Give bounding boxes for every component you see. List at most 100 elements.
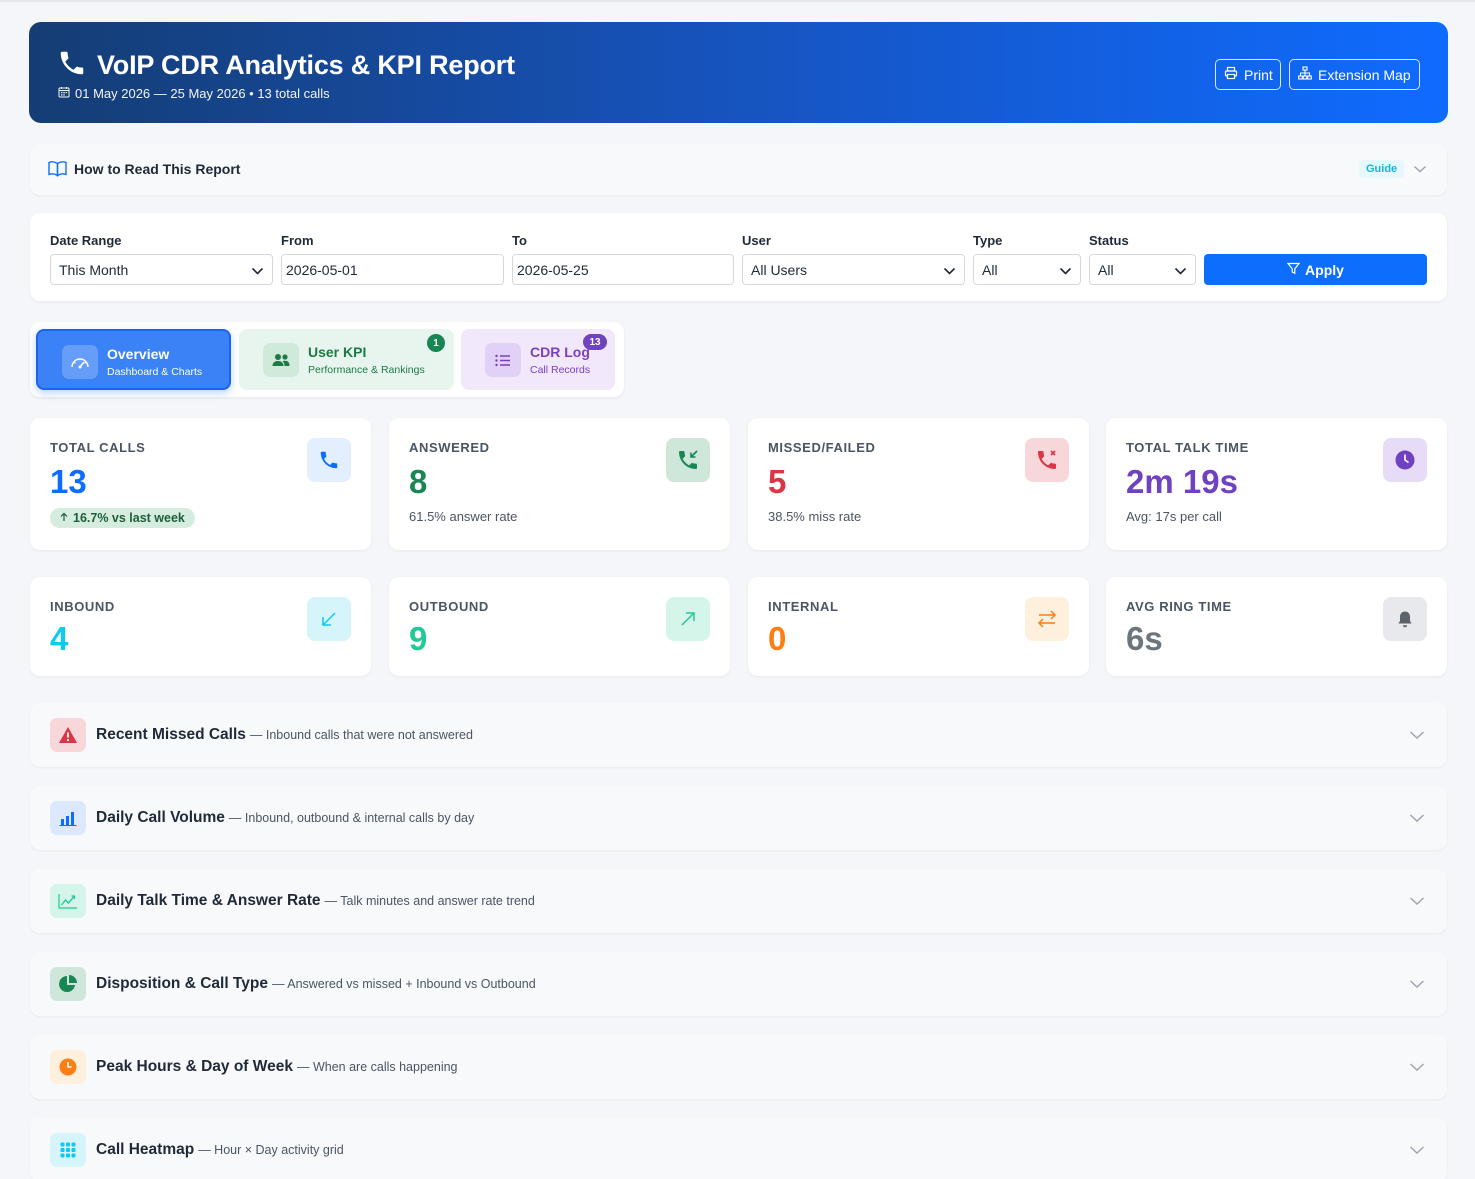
phone-incoming-icon: [666, 438, 710, 482]
chevron-down-icon: [943, 262, 956, 278]
bar-chart-icon: [50, 801, 86, 835]
kpi-card-missed: MISSED/FAILED 5 38.5% miss rate: [748, 418, 1089, 550]
view-tabs: Overview Dashboard & Charts User KPI Per…: [30, 322, 624, 397]
arrow-down-left-icon: [307, 597, 351, 641]
tab-overview-title: Overview: [107, 346, 170, 362]
chevron-down-icon: [1409, 893, 1425, 911]
to-date-value: 2026-05-25: [517, 261, 589, 278]
kpi-value: 5: [768, 463, 787, 500]
section-desc: — Inbound, outbound & internal calls by …: [228, 811, 475, 825]
trend-badge: 16.7% vs last week: [50, 508, 195, 528]
date-range-value: This Month: [59, 261, 129, 278]
print-label: Print: [1244, 66, 1273, 83]
tab-user-kpi-badge: 1: [427, 334, 445, 352]
section-title: Daily Talk Time & Answer Rate: [96, 892, 321, 909]
bell-icon: [1383, 597, 1427, 641]
kpi-value: 6s: [1126, 620, 1163, 657]
chevron-down-icon: [1409, 727, 1425, 745]
status-value: All: [1098, 261, 1114, 278]
section-desc: — Talk minutes and answer rate trend: [324, 894, 535, 908]
phone-icon: [307, 438, 351, 482]
kpi-card-total-calls: TOTAL CALLS 13 16.7% vs last week: [30, 418, 371, 550]
filter-icon: [1286, 262, 1301, 278]
list-icon: [485, 343, 521, 377]
type-select[interactable]: All: [973, 254, 1081, 285]
top-border: [0, 0, 1475, 2]
from-date-value: 2026-05-01: [286, 261, 358, 278]
arrows-left-right-icon: [1025, 597, 1069, 641]
section-desc: — Hour × Day activity grid: [198, 1143, 344, 1157]
kpi-card-inbound: INBOUND 4: [30, 577, 371, 676]
tab-cdr-log[interactable]: CDR Log Call Records 13: [461, 329, 615, 390]
tab-user-kpi[interactable]: User KPI Performance & Rankings 1: [239, 329, 454, 390]
date-range-select[interactable]: This Month: [50, 254, 273, 285]
kpi-label: ANSWERED: [409, 440, 490, 455]
kpi-label: INBOUND: [50, 599, 115, 614]
status-select[interactable]: All: [1089, 254, 1196, 285]
user-value: All Users: [751, 261, 808, 278]
section-desc: — Answered vs missed + Inbound vs Outbou…: [271, 977, 536, 991]
tab-user-kpi-subtitle: Performance & Rankings: [308, 364, 425, 376]
tab-cdr-log-title: CDR Log: [530, 344, 590, 360]
section-peak-hours[interactable]: Peak Hours & Day of Week — When are calls…: [30, 1035, 1447, 1099]
kpi-label: AVG RING TIME: [1126, 599, 1232, 614]
kpi-label: INTERNAL: [768, 599, 839, 614]
kpi-card-answered: ANSWERED 8 61.5% answer rate: [389, 418, 730, 550]
section-call-heatmap[interactable]: Call Heatmap — Hour × Day activity grid: [30, 1118, 1447, 1179]
book-icon: [48, 160, 67, 182]
phone-missed-icon: [1025, 438, 1069, 482]
to-date-input[interactable]: 2026-05-25: [512, 254, 734, 285]
phone-icon: [57, 48, 87, 83]
extension-map-button[interactable]: Extension Map: [1289, 59, 1420, 90]
apply-button[interactable]: Apply: [1204, 254, 1427, 285]
speedometer-icon: [62, 345, 98, 379]
status-label: Status: [1089, 233, 1129, 248]
line-chart-icon: [50, 884, 86, 918]
user-select[interactable]: All Users: [742, 254, 965, 285]
chevron-down-icon: [1059, 262, 1072, 278]
kpi-card-outbound: OUTBOUND 9: [389, 577, 730, 676]
printer-icon: [1224, 66, 1238, 83]
filter-bar: Date Range This Month From 2026-05-01 To…: [30, 213, 1447, 301]
section-recent-missed-calls[interactable]: Recent Missed Calls — Inbound calls that …: [30, 703, 1447, 767]
chevron-down-icon: [1174, 262, 1187, 278]
kpi-label: TOTAL CALLS: [50, 440, 146, 455]
arrow-up-right-icon: [666, 597, 710, 641]
from-date-input[interactable]: 2026-05-01: [281, 254, 504, 285]
chevron-down-icon: [251, 262, 264, 278]
kpi-card-internal: INTERNAL 0: [748, 577, 1089, 676]
kpi-sub: 61.5% answer rate: [409, 509, 518, 524]
to-label: To: [512, 233, 527, 248]
report-guide-toggle[interactable]: How to Read This Report Guide: [30, 144, 1447, 195]
pie-chart-icon: [50, 967, 86, 1001]
tab-overview-subtitle: Dashboard & Charts: [107, 366, 203, 378]
kpi-label: MISSED/FAILED: [768, 440, 876, 455]
section-desc: — When are calls happening: [296, 1060, 458, 1074]
section-title: Daily Call Volume: [96, 809, 225, 826]
tab-user-kpi-title: User KPI: [308, 344, 367, 360]
kpi-label: TOTAL TALK TIME: [1126, 440, 1249, 455]
tab-cdr-log-subtitle: Call Records: [530, 364, 591, 376]
tab-overview[interactable]: Overview Dashboard & Charts: [36, 329, 231, 390]
chevron-down-icon: [1409, 1142, 1425, 1160]
grid-icon: [50, 1133, 86, 1167]
chevron-down-icon: [1409, 976, 1425, 994]
guide-badge: Guide: [1359, 160, 1405, 178]
section-daily-talk-time[interactable]: Daily Talk Time & Answer Rate — Talk minu…: [30, 869, 1447, 933]
print-button[interactable]: Print: [1215, 59, 1281, 90]
section-title: Disposition & Call Type: [96, 975, 268, 992]
section-daily-call-volume[interactable]: Daily Call Volume — Inbound, outbound & i…: [30, 786, 1447, 850]
kpi-value: 9: [409, 620, 428, 657]
warning-icon: [50, 718, 86, 752]
calendar-icon: [58, 86, 70, 101]
extension-map-label: Extension Map: [1318, 66, 1411, 83]
page-title: VoIP CDR Analytics & KPI Report: [97, 50, 515, 80]
type-label: Type: [973, 233, 1003, 248]
section-disposition-call-type[interactable]: Disposition & Call Type — Answered vs mis…: [30, 952, 1447, 1016]
kpi-sub: Avg: 17s per call: [1126, 509, 1222, 524]
sitemap-icon: [1298, 66, 1312, 83]
subtitle-text: 01 May 2026 — 25 May 2026 • 13 total cal…: [75, 86, 330, 101]
kpi-card-avg-ring: AVG RING TIME 6s: [1106, 577, 1447, 676]
kpi-label: OUTBOUND: [409, 599, 489, 614]
type-value: All: [982, 261, 998, 278]
